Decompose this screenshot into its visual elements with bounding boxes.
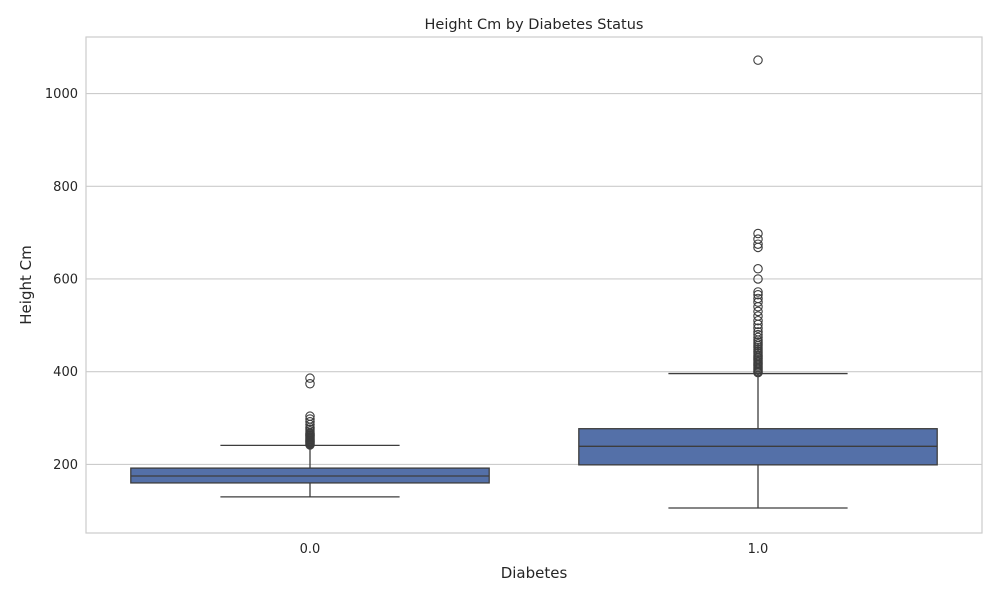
outlier-point	[305, 411, 315, 421]
chart-title: Height Cm by Diabetes Status	[425, 17, 644, 33]
outlier-point	[753, 228, 763, 239]
outlier-point	[753, 327, 763, 337]
outlier-point	[305, 378, 315, 389]
outlier-point	[753, 315, 763, 326]
outlier-point	[753, 55, 763, 65]
outlier-point	[753, 239, 763, 249]
outlier-point	[753, 293, 763, 304]
y-tick-label: 800	[53, 180, 78, 195]
plot-frame	[85, 36, 983, 534]
x-axis-label: Diabetes	[501, 564, 568, 582]
outlier-point	[753, 287, 763, 297]
box-layer	[130, 55, 938, 509]
x-tick-label: 1.0	[748, 542, 769, 557]
y-tick-label: 200	[53, 458, 78, 473]
x-tick-labels: 0.0 1.0	[300, 542, 769, 557]
y-tick-labels: 200 400 600 800 1000	[45, 87, 78, 473]
outlier-point	[753, 332, 763, 343]
outlier-point	[753, 274, 763, 284]
outlier-point	[753, 289, 763, 300]
y-axis-label: Height Cm	[17, 245, 35, 324]
outlier-point	[305, 373, 315, 383]
y-tick-label: 1000	[45, 87, 78, 102]
outlier-point	[753, 323, 763, 333]
grid-layer	[86, 93, 982, 465]
box-group-0-0	[130, 373, 490, 498]
outlier-point	[753, 297, 763, 307]
x-tick-label: 0.0	[300, 542, 321, 557]
y-tick-label: 600	[53, 272, 78, 287]
outlier-point	[305, 414, 315, 424]
outlier-point	[753, 264, 763, 274]
outlier-point	[753, 329, 763, 340]
box-group-1-0	[578, 55, 938, 509]
outlier-point	[753, 311, 763, 321]
outlier-point	[305, 416, 315, 427]
y-tick-label: 400	[53, 365, 78, 380]
outlier-point	[753, 306, 763, 317]
outlier-point	[753, 234, 763, 244]
